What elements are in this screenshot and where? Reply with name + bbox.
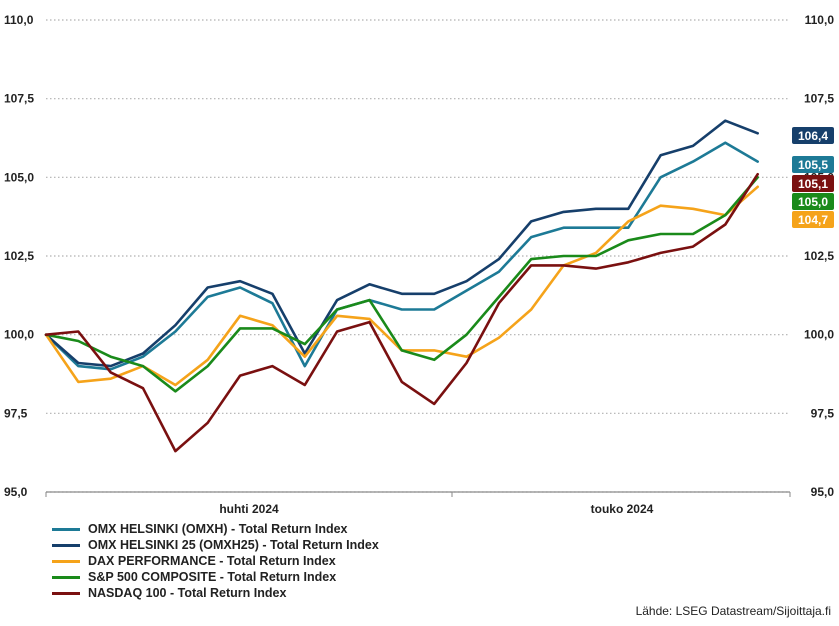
end-value-badge (792, 193, 834, 210)
source-note: Lähde: LSEG Datastream/Sijoittaja.fi (635, 604, 831, 618)
end-value-text: 104,7 (798, 213, 828, 227)
end-value-badge (792, 211, 834, 228)
y-tick-label-right: 102,5 (804, 249, 834, 263)
legend-item-nasdaq100: NASDAQ 100 - Total Return Index (52, 585, 379, 601)
y-tick-label-right: 110,0 (805, 13, 835, 27)
x-axis: huhti 2024 touko 2024 (45, 491, 791, 516)
end-value-badge (792, 156, 834, 173)
end-value-text: 105,0 (798, 195, 828, 209)
y-tick-label-left: 107,5 (4, 92, 34, 106)
y-tick-label-left: 105,0 (4, 170, 34, 184)
legend-label: DAX PERFORMANCE - Total Return Index (88, 554, 336, 568)
y-tick-label-right: 100,0 (804, 328, 834, 342)
legend-item-sp500: S&P 500 COMPOSITE - Total Return Index (52, 569, 379, 585)
y-axis-left: 95,0 97,5 100,0 102,5 105,0 107,5 110,0 (4, 13, 34, 499)
legend-swatch (52, 543, 80, 547)
y-tick-label-left: 95,0 (4, 485, 28, 499)
y-tick-label-right: 107,5 (804, 92, 834, 106)
grid-lines (46, 19, 790, 493)
x-category-label: huhti 2024 (219, 502, 279, 516)
y-tick-label-right: 97,5 (811, 406, 835, 420)
legend: OMX HELSINKI (OMXH) - Total Return Index… (52, 521, 379, 601)
legend-swatch (52, 591, 80, 595)
legend-item-omxh25: OMX HELSINKI 25 (OMXH25) - Total Return … (52, 537, 379, 553)
end-value-text: 106,4 (798, 129, 828, 143)
series-line (44, 185, 760, 387)
y-tick-label-left: 100,0 (4, 328, 34, 342)
end-value-text: 105,5 (798, 158, 828, 172)
legend-swatch (52, 575, 80, 579)
y-tick-label-right: 95,0 (811, 485, 835, 499)
legend-swatch (52, 559, 80, 563)
line-chart: 95,0 97,5 100,0 102,5 105,0 107,5 110,0 95,0 97… (4, 13, 834, 516)
legend-item-dax: DAX PERFORMANCE - Total Return Index (52, 553, 379, 569)
end-value-badge (792, 175, 834, 192)
y-tick-label-left: 102,5 (4, 249, 34, 263)
series-line (44, 176, 760, 393)
legend-swatch (52, 527, 80, 531)
legend-item-omxh: OMX HELSINKI (OMXH) - Total Return Index (52, 521, 379, 537)
end-value-text: 105,1 (798, 177, 828, 191)
legend-label: NASDAQ 100 - Total Return Index (88, 586, 287, 600)
series-line (44, 141, 760, 371)
x-category-label: touko 2024 (591, 502, 654, 516)
end-value-badge (792, 127, 834, 144)
series-line (44, 119, 760, 368)
y-tick-label-left: 97,5 (4, 406, 28, 420)
series-line (44, 172, 760, 453)
legend-label: OMX HELSINKI 25 (OMXH25) - Total Return … (88, 538, 379, 552)
legend-label: S&P 500 COMPOSITE - Total Return Index (88, 570, 337, 584)
legend-label: OMX HELSINKI (OMXH) - Total Return Index (88, 522, 348, 536)
series-lines (44, 119, 760, 453)
y-tick-label-left: 110,0 (4, 13, 34, 27)
end-value-labels: 106,4 105,5 105,1 105,0 104,7 (792, 127, 834, 228)
